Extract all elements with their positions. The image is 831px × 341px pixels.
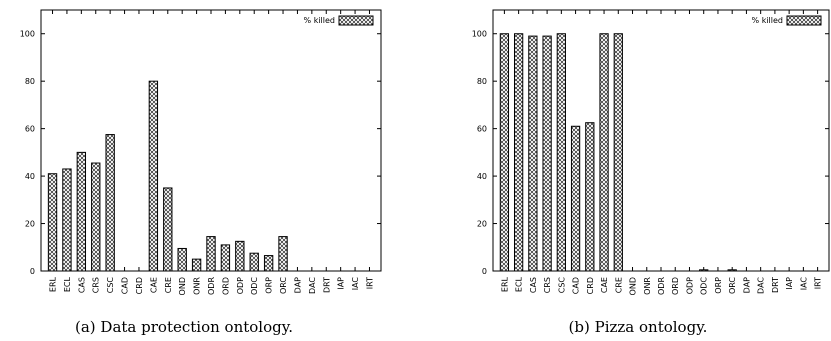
panel-b-caption: (b) Pizza ontology. [569,318,708,336]
panel-a-ytick-label: 0 [30,267,35,276]
panel-a-bar-crs [91,162,101,272]
panel-a-xtick-label: CAE [149,277,158,293]
panel-b-xtick-label: ODC [700,277,709,295]
panel-b-bar-cae [599,33,609,272]
panel-a-bar-orc [278,236,288,272]
panel-b-bar-crd [585,122,595,272]
panel-b-xtick-label: ERL [500,276,509,292]
panel-b-xtick-label: IAP [785,277,794,290]
panel-b-legend: % killed [752,15,822,26]
panel-a-xtick-label: OND [178,277,187,295]
panel-b-bar-cad [570,125,581,272]
panel-b-xtick-label: CAD [572,277,581,294]
panel-a-xtick-label: DAC [308,277,317,294]
panel-a-xtick-label: IAP [337,277,346,290]
panel-b-xtick-label: ORP [714,277,723,294]
panel-b-legend-label: % killed [752,16,783,25]
panel-a-xtick-label: IAC [351,277,360,291]
panel-b-xtick-label: CRS [543,277,552,293]
panel-b-xtick-label: CSC [557,277,566,294]
panel-b-ytick-label: 100 [472,30,487,39]
panel-b-ytick-label: 40 [477,172,487,181]
panel-a-bar-orp [263,255,274,272]
panel-b-bar-cas [528,35,538,272]
panel-a-xtick-label: ONR [193,277,202,295]
panel-a-bar-odp [235,240,245,272]
panel-a-xtick-label: ODP [236,277,245,294]
panel-a-bar-ecl [62,168,72,272]
panel-a-bar-ord [220,244,231,272]
panel-a-xtick-label: ODC [250,277,259,295]
panel-b-xtick-label: ODR [657,277,666,295]
panel-a-bar-cas [76,151,87,272]
panel-a-xtick-label: ODR [207,277,216,295]
panel-a-legend-swatch [338,15,374,26]
panel-b-xtick-label: ODP [685,277,694,294]
panel-b-bar-crs [542,35,552,272]
panel-a-xtick-label: DAP [293,277,302,293]
panel-a-bar-cre [163,187,173,272]
panel-b-xtick-label: CRD [586,277,595,294]
panel-b-legend-swatch [786,15,822,26]
panel-a-bar-cae [148,80,159,272]
panel-b-xtick-label: IRT [814,277,823,289]
panel-a-xtick-label: DRT [322,277,331,293]
panel-a-bar-ond [177,247,187,272]
panel-b-bar-csc [556,33,566,272]
panel-b-xtick-label: DAP [742,277,751,293]
panel-a-xtick-label: CRS [92,277,101,293]
panel-a-xtick-label: IRT [365,277,374,289]
panel-a-xtick-label: CRD [135,277,144,294]
panel-a-xtick-label: CSC [106,277,115,294]
panel-a-chart: 0 20 40 60 80 100 ERL ECL CAS CRS CSC CAD CRD CAE CRE O… [20,9,382,336]
panel-b-xtick-label: CRE [614,277,623,293]
panel-b-xtick-label: ORC [728,277,737,294]
panel-b-xtick-label: DRT [771,277,780,293]
panel-a-ytick-label: 20 [25,220,35,229]
panel-b-xtick-label: CAS [529,277,538,293]
panel-b-bar-erl [499,33,510,272]
panel-b-xtick-label: DAC [757,277,766,294]
panel-a-bar-csc [105,134,115,272]
panel-a-bar-odr [206,236,216,272]
panel-a-xtick-label: CAD [121,277,130,294]
panel-b-ytick-label: 60 [477,125,487,134]
panel-b-xtick-label: CAE [600,277,609,293]
panel-b-xtick-label: ORD [671,277,680,295]
panel-a-bar-erl [47,173,58,272]
panel-a-xtick-label: ORD [221,277,230,295]
panel-b-xtick-label: IAC [799,277,808,291]
panel-b-ytick-label: 20 [477,220,487,229]
panel-a-xtick-label: ORP [265,277,274,294]
panel-a-ytick-label: 40 [25,172,35,181]
panel-b-bar-cre [613,33,623,272]
panel-a-legend-label: % killed [304,16,335,25]
panel-a-ytick-label: 100 [20,30,35,39]
panel-a-xtick-label: ECL [63,276,72,292]
panel-a-legend: % killed [304,15,374,26]
panel-b-bar-ecl [513,33,524,272]
panel-b-ytick-label: 0 [482,267,487,276]
panel-b-xtick-label: ECL [515,276,524,292]
panel-b-bar-odc [699,269,709,272]
panel-a-xtick-label: ERL [49,276,58,292]
panel-a-xtick-label: CRE [164,277,173,293]
panel-a-ytick-label: 80 [25,77,35,86]
panel-a-ytick-label: 60 [25,125,35,134]
panel-a-xtick-label: CAS [77,277,86,293]
panel-b-xtick-label: OND [629,277,638,295]
panel-a-bar-onr [191,258,202,272]
panel-a-caption: (a) Data protection ontology. [75,318,293,336]
panel-b-xtick-label: ONR [643,277,652,295]
panel-b-bar-orc [727,269,737,272]
panel-a-xtick-label: ORC [279,277,288,294]
panel-b-ytick-label: 80 [477,77,487,86]
panel-a-bar-odc [249,252,259,272]
panel-b-chart: 0 20 40 60 80 100 ERL ECL CAS CRS CSC CAD CRD CAE CRE O… [472,9,830,336]
